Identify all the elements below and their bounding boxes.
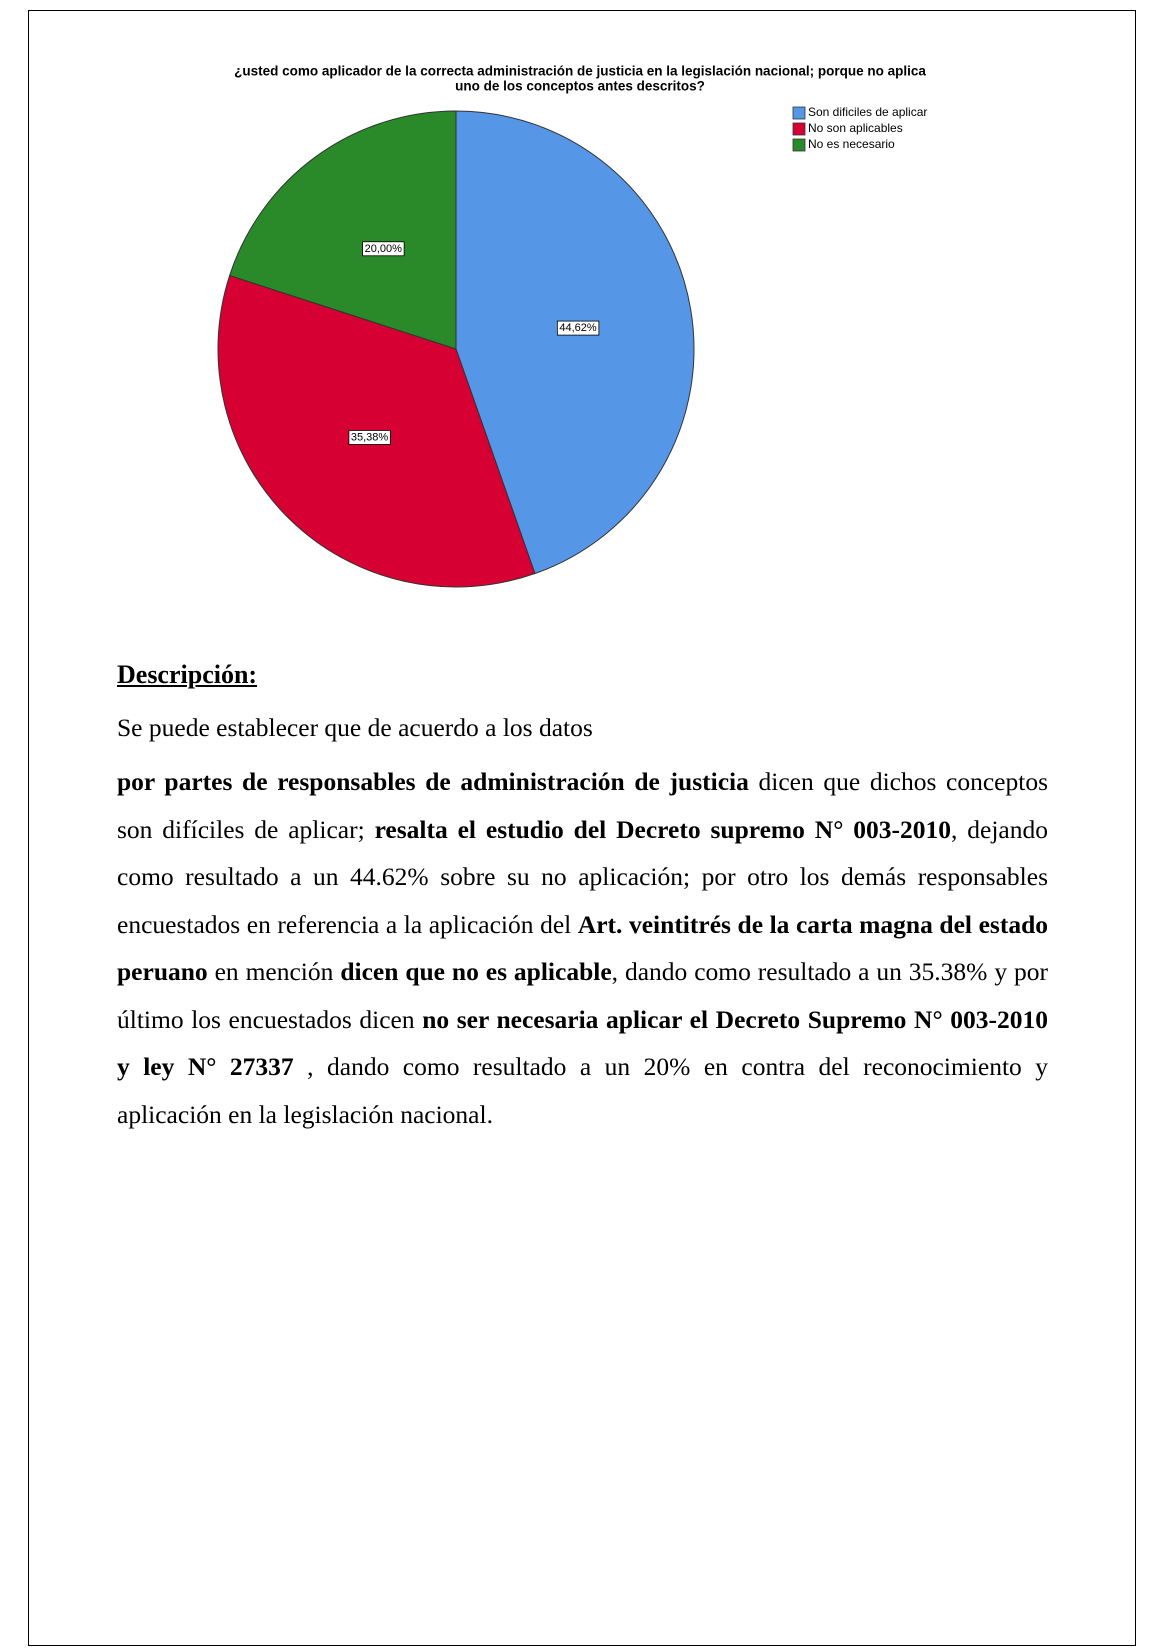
legend-swatch bbox=[792, 138, 806, 152]
bold-text: por partes de responsables de administra… bbox=[117, 767, 749, 796]
bold-text: no ser necesaria aplicar el Decreto Supr… bbox=[117, 1004, 1048, 1082]
legend-swatch bbox=[792, 106, 806, 120]
value-label-box bbox=[348, 430, 391, 445]
bold-text: dicen que no es aplicable bbox=[340, 957, 612, 986]
value-label: 35,38% bbox=[351, 431, 389, 443]
value-label-box bbox=[556, 320, 600, 336]
text: dicen que dichos conceptos son difíciles… bbox=[117, 767, 1048, 844]
chart-title: ¿usted como aplicador de la correcta adm… bbox=[234, 64, 926, 79]
text: en mención bbox=[207, 957, 341, 986]
bold-text: resalta el estudio del Decreto supremo N… bbox=[374, 814, 952, 844]
pie-slice bbox=[455, 110, 695, 575]
legend-label: No son aplicables bbox=[808, 121, 903, 135]
bold-text: Art. veintitrés de la carta magna del es… bbox=[117, 909, 1048, 987]
text: , dando como resultado a un 20% en contr… bbox=[117, 1052, 1049, 1129]
pie-slice bbox=[229, 110, 457, 350]
legend-label: No es necesario bbox=[808, 137, 895, 151]
chart-subtitle: uno de los conceptos antes descritos? bbox=[455, 79, 705, 94]
page-frame bbox=[28, 10, 1136, 1646]
value-label: 44,62% bbox=[559, 322, 597, 334]
chart: ¿usted como aplicador de la correcta adm… bbox=[217, 64, 927, 588]
value-label-box bbox=[362, 241, 405, 257]
legend-label: Son dificiles de aplicar bbox=[808, 105, 927, 119]
description-paragraph: por partes de responsables de administra… bbox=[117, 758, 1048, 1138]
description-heading: Descripción: bbox=[117, 660, 258, 689]
value-label: 20,00% bbox=[365, 243, 403, 255]
description-line: Se puede establecer que de acuerdo a los… bbox=[117, 713, 593, 742]
text: , dando como resultado a un 35.38% y por… bbox=[117, 957, 1048, 1034]
text: , dejando como resultado a un 44.62% sob… bbox=[117, 814, 1048, 939]
legend-swatch bbox=[792, 122, 806, 136]
